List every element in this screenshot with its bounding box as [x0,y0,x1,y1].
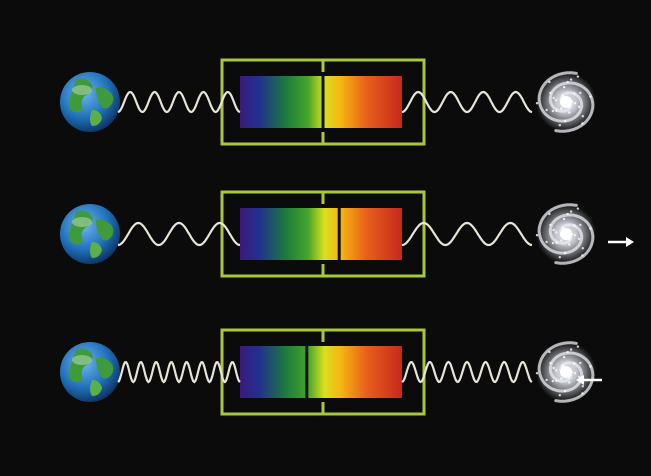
light-wave-right [401,221,533,247]
spiral-galaxy-icon [535,203,596,265]
spectrum-row-stationary [60,58,596,146]
spectrum-row-receding [60,190,634,278]
earth-icon [60,204,120,264]
light-wave-right [401,90,533,114]
spectrum-bar [240,208,402,260]
light-wave-left [117,221,241,247]
spectrum-row-approaching [60,328,602,416]
earth-icon [60,72,120,132]
light-wave-left [117,90,241,114]
arrow-left-icon [576,375,602,385]
earth-icon [60,342,120,402]
spectrum-bar [240,346,402,398]
light-wave-left [117,361,241,384]
absorption-line [321,76,325,128]
absorption-line [305,346,309,398]
absorption-line [337,208,341,260]
spiral-galaxy-icon [535,341,596,403]
light-wave-right [401,360,533,384]
arrow-right-icon [608,237,634,247]
spiral-galaxy-icon [535,71,596,133]
spectrum-bar [240,76,402,128]
